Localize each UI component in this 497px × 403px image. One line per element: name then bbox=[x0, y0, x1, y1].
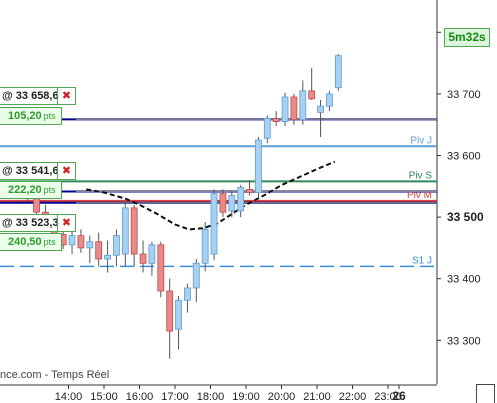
order-2-pts: 222,20 bbox=[8, 184, 42, 196]
candle-31 bbox=[299, 90, 307, 121]
order-3-price: @ 33 523,3 bbox=[2, 217, 59, 229]
y-tick-label-4: 33 400 bbox=[447, 274, 481, 286]
order-3-pts-badge: 240,50 pts bbox=[0, 233, 62, 251]
y-tick-label-5: 33 300 bbox=[447, 335, 481, 347]
x-tick-label-7: 20:00 bbox=[268, 391, 296, 403]
candle-35 bbox=[334, 55, 342, 89]
candle-21 bbox=[210, 193, 218, 255]
level-label-2: Piv S bbox=[409, 170, 433, 181]
candle-18 bbox=[184, 287, 191, 301]
moving-average-line bbox=[86, 160, 336, 231]
candle-17 bbox=[175, 299, 182, 330]
y-tick-label-1: 33 700 bbox=[447, 89, 481, 101]
order-3-close-icon[interactable]: ✖ bbox=[57, 215, 75, 231]
level-label-1: Piv J bbox=[410, 135, 432, 146]
level-label-4: Piv M bbox=[407, 190, 432, 201]
order-2-pts-unit: pts bbox=[43, 185, 56, 195]
candle-10 bbox=[113, 235, 120, 256]
x-tick-label-11: 26 bbox=[392, 389, 406, 403]
level-label-6: S1 J bbox=[412, 255, 432, 266]
candle-8 bbox=[95, 241, 103, 260]
candle-timer: 5m32s bbox=[444, 28, 490, 47]
x-tick-label-5: 18:00 bbox=[197, 391, 225, 403]
order-1-close-icon[interactable]: ✖ bbox=[57, 88, 75, 104]
candle-5 bbox=[68, 235, 76, 246]
candle-16 bbox=[166, 290, 174, 332]
order-1-pts: 105,20 bbox=[8, 110, 42, 122]
candle-28 bbox=[272, 118, 280, 123]
candle-14 bbox=[148, 244, 156, 264]
x-tick-label-8: 21:00 bbox=[303, 391, 331, 403]
order-3-pts-unit: pts bbox=[43, 237, 56, 247]
candle-22 bbox=[219, 193, 227, 213]
x-tick-label-6: 19:00 bbox=[232, 391, 260, 403]
candle-29 bbox=[281, 96, 289, 123]
candle-26 bbox=[255, 139, 262, 193]
candle-30 bbox=[290, 96, 298, 121]
y-tick-label-3: 33 500 bbox=[447, 210, 484, 224]
candle-27 bbox=[263, 118, 271, 139]
x-tick-label-2: 15:00 bbox=[90, 391, 118, 403]
x-tick-label-9: 22:00 bbox=[339, 391, 367, 403]
order-1-label[interactable]: @ 33 658,6 ✖ bbox=[0, 87, 76, 105]
candle-1 bbox=[33, 198, 40, 213]
order-1-pts-badge: 105,20 pts bbox=[0, 107, 62, 125]
scroll-handle[interactable] bbox=[476, 384, 495, 403]
candle-33 bbox=[317, 105, 324, 113]
data-source-label: nce.com - Temps Réel bbox=[0, 369, 110, 381]
order-3-label[interactable]: @ 33 523,3 ✖ bbox=[0, 214, 76, 232]
candle-20 bbox=[201, 229, 209, 264]
x-tick-label-1: 14:00 bbox=[55, 391, 83, 403]
order-2-label[interactable]: @ 33 541,6 ✖ bbox=[0, 162, 76, 180]
order-2-pts-badge: 222,20 pts bbox=[0, 181, 62, 199]
candle-13 bbox=[139, 253, 147, 264]
x-tick-label-3: 16:00 bbox=[126, 391, 154, 403]
candle-12 bbox=[130, 207, 138, 255]
candle-7 bbox=[86, 241, 94, 249]
candle-34 bbox=[326, 93, 333, 107]
x-tick-label-4: 17:00 bbox=[161, 391, 189, 403]
candle-11 bbox=[121, 207, 129, 255]
candle-32 bbox=[308, 90, 316, 100]
candle-15 bbox=[157, 244, 165, 292]
candle-9 bbox=[104, 254, 111, 260]
order-2-price: @ 33 541,6 bbox=[2, 165, 59, 177]
order-1-price: @ 33 658,6 bbox=[2, 90, 59, 102]
order-1-pts-unit: pts bbox=[43, 111, 56, 121]
y-tick-label-2: 33 600 bbox=[447, 151, 481, 163]
order-3-pts: 240,50 bbox=[8, 236, 42, 248]
candle-19 bbox=[192, 262, 200, 289]
candle-25 bbox=[246, 188, 253, 193]
candle-6 bbox=[77, 235, 85, 249]
x-tick-label-10: 23:00 bbox=[374, 391, 402, 403]
order-2-close-icon[interactable]: ✖ bbox=[57, 163, 75, 179]
candle-24 bbox=[237, 187, 245, 212]
candle-23 bbox=[228, 195, 236, 212]
